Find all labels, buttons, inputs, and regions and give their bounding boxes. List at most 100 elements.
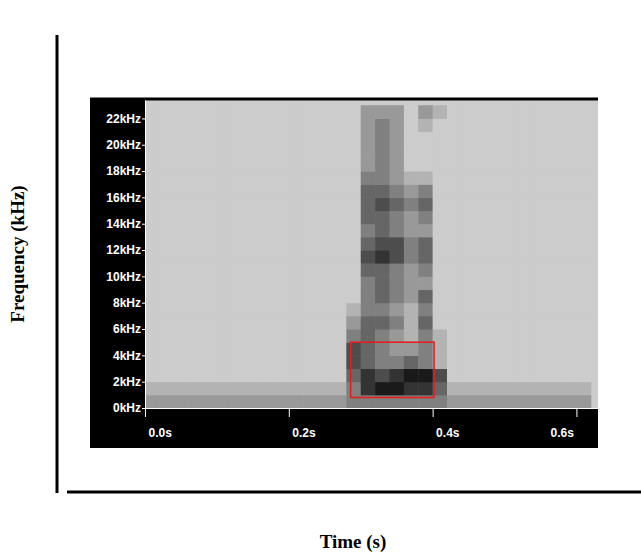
spectrogram-cell — [217, 118, 232, 132]
spectrogram-cell — [174, 118, 189, 132]
spectrogram-cell — [418, 303, 433, 317]
x-tick: 0.2s — [289, 408, 316, 440]
spectrogram-cell — [260, 329, 275, 343]
spectrogram-cell — [476, 171, 491, 185]
spectrogram-cell — [145, 369, 160, 383]
spectrogram-cell — [490, 145, 505, 159]
spectrogram-cell — [548, 118, 563, 132]
spectrogram-cell — [260, 197, 275, 211]
spectrogram-cell — [519, 105, 534, 119]
spectrogram-cell — [217, 197, 232, 211]
y-tick: 12kHz — [106, 243, 145, 257]
spectrogram-cell — [289, 211, 304, 225]
y-tick-label: 0kHz — [113, 401, 141, 415]
spectrogram-cell — [260, 263, 275, 277]
spectrogram-cell — [303, 105, 318, 119]
spectrogram-cell — [246, 224, 261, 238]
y-tick: 6kHz — [113, 322, 145, 336]
spectrogram-cell — [490, 171, 505, 185]
spectrogram-cell — [490, 197, 505, 211]
spectrogram-cell — [476, 237, 491, 251]
y-tick-mark — [142, 408, 145, 409]
spectrogram-cell — [505, 145, 520, 159]
spectrogram-cell — [533, 342, 548, 356]
spectrogram-cell — [203, 237, 218, 251]
spectrogram-cell — [476, 395, 491, 408]
spectrogram-cell — [548, 197, 563, 211]
spectrogram-cell — [461, 355, 476, 369]
spectrogram-cell — [389, 224, 404, 238]
spectrogram-cell — [231, 132, 246, 146]
spectrogram-cell — [217, 105, 232, 119]
spectrogram-cell — [476, 132, 491, 146]
spectrogram-cell — [461, 118, 476, 132]
spectrogram-cell — [389, 211, 404, 225]
spectrogram-cell — [490, 237, 505, 251]
spectrogram-cell — [476, 197, 491, 211]
spectrogram-cell — [490, 263, 505, 277]
spectrogram-cell — [346, 250, 361, 264]
spectrogram-cell — [274, 355, 289, 369]
spectrogram-cell — [188, 132, 203, 146]
panel-top-line — [90, 98, 598, 101]
y-tick-label: 18kHz — [106, 164, 141, 178]
spectrogram-cell — [303, 263, 318, 277]
spectrogram-cell — [145, 184, 160, 198]
spectrogram-cell — [318, 355, 333, 369]
spectrogram-cell — [476, 329, 491, 343]
spectrogram-cell — [533, 369, 548, 383]
spectrogram-cell — [562, 237, 577, 251]
spectrogram-cell — [289, 329, 304, 343]
spectrogram-cell — [159, 369, 174, 383]
y-tick-mark — [142, 197, 145, 198]
spectrogram-cell — [576, 145, 591, 159]
spectrogram-cell — [260, 369, 275, 383]
spectrogram-cell — [274, 263, 289, 277]
spectrogram-cell — [533, 158, 548, 172]
spectrogram-cell — [404, 237, 419, 251]
spectrogram-cell — [231, 290, 246, 304]
spectrogram-cell — [418, 355, 433, 369]
spectrogram-cell — [318, 105, 333, 119]
spectrogram-cell — [274, 211, 289, 225]
spectrogram-cell — [188, 118, 203, 132]
spectrogram-cell — [346, 132, 361, 146]
spectrogram-cell — [260, 145, 275, 159]
spectrogram-cell — [389, 197, 404, 211]
spectrogram-cell — [576, 237, 591, 251]
spectrogram-cell — [217, 184, 232, 198]
spectrogram-cell — [505, 158, 520, 172]
spectrogram-cell — [188, 355, 203, 369]
spectrogram-cell — [303, 250, 318, 264]
spectrogram-cell — [389, 329, 404, 343]
spectrogram-cell — [260, 171, 275, 185]
spectrogram-cell — [404, 382, 419, 396]
spectrogram-cell — [519, 184, 534, 198]
y-tick-mark — [142, 171, 145, 172]
spectrogram-cell — [188, 211, 203, 225]
spectrogram-cell — [145, 355, 160, 369]
spectrogram-cell — [318, 303, 333, 317]
spectrogram-cell — [246, 105, 261, 119]
spectrogram-cell — [203, 395, 218, 408]
spectrogram-cell — [389, 342, 404, 356]
spectrogram-cell — [159, 276, 174, 290]
spectrogram-cell — [246, 395, 261, 408]
spectrogram-cell — [533, 145, 548, 159]
spectrogram-cell — [490, 329, 505, 343]
spectrogram-cell — [519, 369, 534, 383]
x-tick: 0.6s — [551, 408, 577, 440]
spectrogram-cell — [274, 303, 289, 317]
spectrogram-cell — [418, 329, 433, 343]
spectrogram-cell — [576, 316, 591, 330]
spectrogram-cell — [274, 105, 289, 119]
spectrogram-cell — [433, 184, 448, 198]
spectrogram-cell — [433, 237, 448, 251]
spectrogram-cell — [447, 316, 462, 330]
spectrogram-cell — [332, 395, 347, 408]
spectrogram-cell — [159, 250, 174, 264]
spectrogram-cell — [533, 197, 548, 211]
spectrogram-cell — [505, 105, 520, 119]
spectrogram-cell — [576, 355, 591, 369]
spectrogram-cell — [289, 118, 304, 132]
